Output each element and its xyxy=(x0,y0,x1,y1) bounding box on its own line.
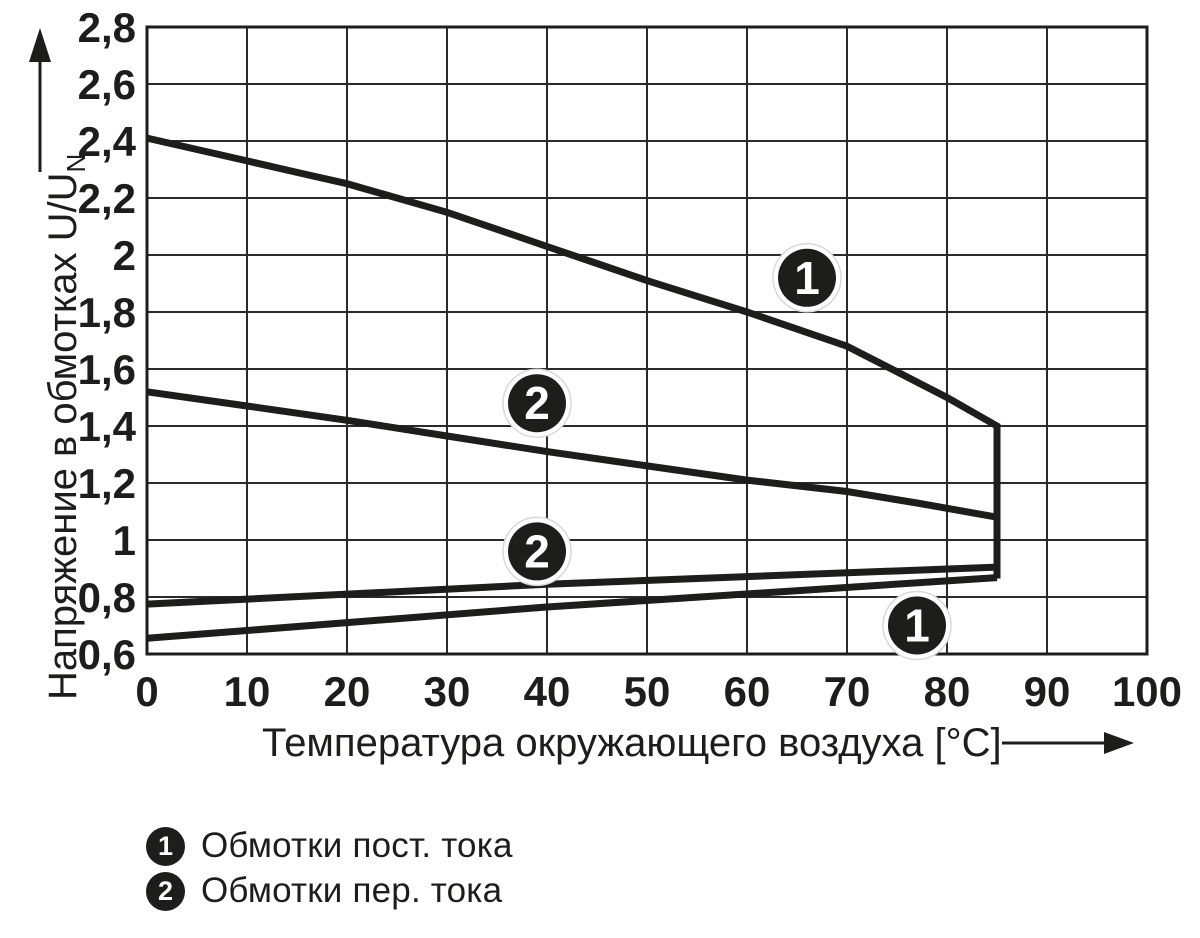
x-tick-label: 90 xyxy=(1024,668,1071,715)
curve-badge-1: 1 xyxy=(882,590,952,661)
curve-badges: 1 2 2 1 xyxy=(502,243,952,661)
badge-circle xyxy=(888,596,946,655)
x-tick-label: 100 xyxy=(1112,668,1182,715)
x-axis-arrow-icon xyxy=(1002,732,1134,754)
legend-badge-2: 2 xyxy=(146,871,185,911)
badge-number: 1 xyxy=(904,600,930,652)
badge-circle xyxy=(508,522,566,581)
x-tick-label: 80 xyxy=(924,668,971,715)
x-tick-label: 0 xyxy=(135,668,158,715)
legend-item-ac: 2 Обмотки пер. тока xyxy=(146,871,513,911)
y-axis-arrow-icon xyxy=(29,28,51,172)
legend-badge-1: 1 xyxy=(146,826,185,866)
x-axis-title: Температура окружающего воздуха [°C] xyxy=(262,721,1002,765)
y-tick-label: 1,6 xyxy=(78,346,136,393)
badge-number: 2 xyxy=(524,377,550,429)
plot-border xyxy=(145,25,1149,656)
y-tick-label: 2 xyxy=(113,232,136,279)
x-tick-label: 40 xyxy=(524,668,571,715)
badge-circle xyxy=(508,374,566,433)
curves xyxy=(146,134,1001,642)
curve-badge-2: 2 xyxy=(502,368,572,438)
legend-label-ac: Обмотки пер. тока xyxy=(201,871,503,910)
x-tick-label: 70 xyxy=(824,668,871,715)
y-tick-label: 0,8 xyxy=(78,574,136,621)
y-axis-title: Напряжение в обмотках U/UN xyxy=(41,154,91,700)
curve-2-upper xyxy=(146,388,998,521)
badge-circle xyxy=(778,248,836,307)
x-tick-label: 30 xyxy=(424,668,471,715)
y-tick-label: 1,4 xyxy=(78,403,137,450)
x-tick-labels: 0 10 20 30 40 50 60 70 80 90 100 xyxy=(135,668,1182,715)
y-tick-label: 2,8 xyxy=(78,4,136,51)
x-tick-label: 20 xyxy=(324,668,371,715)
curve-1-lower xyxy=(146,574,998,642)
badge-number: 1 xyxy=(794,252,820,304)
x-tick-label: 10 xyxy=(224,668,271,715)
legend-label-dc: Обмотки пост. тока xyxy=(201,826,513,865)
y-tick-label: 1,8 xyxy=(78,289,136,336)
x-tick-label: 60 xyxy=(724,668,771,715)
badge-number: 2 xyxy=(524,525,550,577)
voltage-temperature-chart: 1 2 2 1 0 10 20 30 40 50 60 70 80 90 100 0,6 0,8 1 1,2 1,4 1… xyxy=(29,4,1182,765)
x-tick-label: 50 xyxy=(624,668,671,715)
y-tick-label: 0,6 xyxy=(78,631,136,678)
y-tick-label: 2,6 xyxy=(78,61,136,108)
y-tick-label: 1 xyxy=(113,517,136,564)
y-tick-labels: 0,6 0,8 1 1,2 1,4 1,6 1,8 2 2,2 2,4 2,6 2,8 xyxy=(78,4,137,678)
y-tick-label: 2,2 xyxy=(78,175,136,222)
y-tick-label: 2,4 xyxy=(78,118,137,165)
curve-1-upper xyxy=(146,134,1001,579)
curve-badge-1: 1 xyxy=(772,243,842,313)
curve-badge-2: 2 xyxy=(502,516,572,587)
legend-item-dc: 1 Обмотки пост. тока xyxy=(146,826,513,866)
legend: 1 Обмотки пост. тока 2 Обмотки пер. тока xyxy=(146,826,513,911)
y-tick-label: 1,2 xyxy=(78,460,136,507)
